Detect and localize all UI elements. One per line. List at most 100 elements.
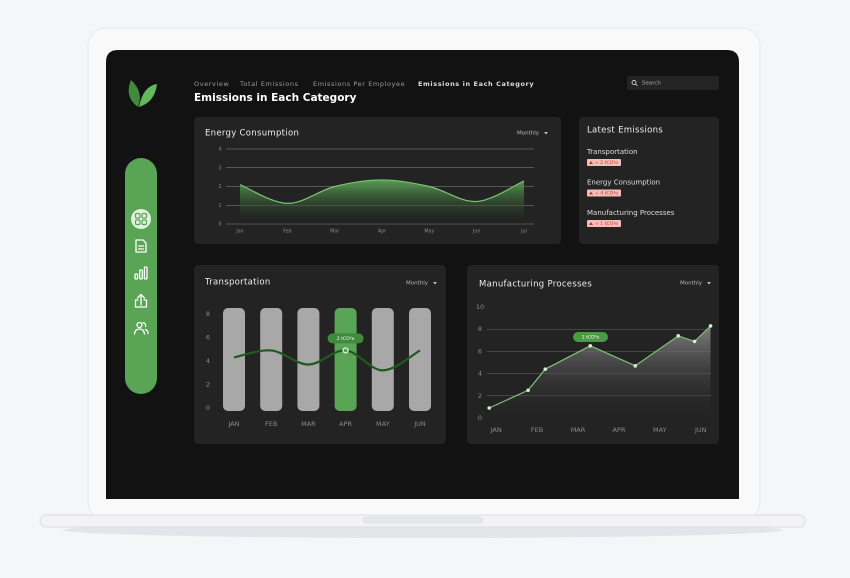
emission-change: + 2 tCO²e [595,160,618,166]
nav-link-active[interactable]: Emissions in Each Category [418,80,534,88]
emission-name: Manufacturing Processes [587,209,675,217]
emission-badge [587,189,621,197]
y-tick-label: 0 [218,222,221,228]
nav-icon-share[interactable] [134,293,148,308]
y-tick-label: 4 [478,370,482,378]
x-tick-label: FEB [265,420,277,428]
nav-icon-stats[interactable] [134,266,148,280]
dashboard-glyph [134,212,148,226]
y-tick-label: 10 [476,303,484,311]
sidebar [125,158,157,394]
x-tick-label: Mar [330,229,339,235]
column [223,308,245,411]
line [488,325,711,409]
card-title: Transportation [204,278,271,288]
emission-badge [587,159,621,166]
y-tick-label: 8 [206,310,210,318]
emission-name: Energy Consumption [587,179,660,187]
x-tick-label: MAR [571,426,586,434]
y-tick-label: 3 [218,165,221,171]
y-tick-label: 4 [206,357,210,365]
tooltip-label: 2 tCO²e [337,336,355,342]
x-tick-label: JUN [413,420,426,428]
breadcrumb: Overview Total Emissions Emissions Per E… [194,80,534,88]
y-tick-label: 1 [218,203,221,209]
y-tick-label: 2 [218,184,221,190]
caret [544,132,548,135]
card-title: Latest Emissions [587,126,663,136]
tooltip-label: 1 tCO²e [582,335,600,341]
x-tick-label: APR [339,420,352,428]
x-tick-label: MAY [376,420,390,428]
x-tick-label: MAY [653,426,667,434]
search-icon [635,83,638,87]
line [233,349,421,372]
point [676,334,681,338]
highlight-point [342,347,349,354]
search-icon [631,80,637,85]
nav-link[interactable]: Emissions Per Employee [313,80,405,88]
x-tick-label: Jun [472,229,481,235]
x-tick-label: May [424,229,434,235]
point [487,406,492,410]
card-title: Manufacturing Processes [479,280,592,290]
x-tick-label: JUN [694,426,707,434]
logo-leaf [139,84,157,107]
search-box[interactable] [627,76,719,90]
column [371,308,394,411]
period-dropdown[interactable]: Monthly [680,281,703,287]
x-tick-label: JAN [490,426,502,434]
emission-name: Transportation [586,148,638,156]
x-tick-label: Feb [283,229,292,235]
x-tick-label: Jan [235,229,243,235]
notch [362,516,484,524]
latest-list: Transportation + 2 tCO²e Energy Consumptio… [586,148,675,227]
nav-icon-report[interactable] [135,239,147,253]
tooltip [327,333,364,344]
y-tick-label: 0 [206,404,210,412]
y-tick-label: 6 [206,334,210,342]
nav-icon-dashboard[interactable] [131,209,151,229]
x-tick-label: Apr [378,229,386,235]
column-highlight [334,308,357,411]
badge-arrow [589,161,593,164]
badge-arrow [589,222,593,225]
column [297,308,320,411]
x-tick-label: JAN [227,420,239,428]
card-title: Energy Consumption [205,129,299,139]
x-tick-label: APR [612,426,625,434]
point [692,339,697,344]
column [409,308,431,411]
search-placeholder: Search [642,81,661,87]
column [260,308,283,411]
area [489,325,711,418]
y-tick-label: 0 [478,414,482,422]
point [588,344,593,348]
y-tick-label: 6 [478,347,482,355]
y-tick-label: 4 [218,147,221,153]
nav-icon-users[interactable] [133,321,149,335]
nav-link[interactable]: Overview [194,80,229,88]
page-title: Emissions in Each Category [194,92,357,104]
nav-link[interactable]: Total Emissions [239,80,299,88]
caret [433,282,437,285]
period-dropdown[interactable]: Monthly [406,281,429,287]
point [633,364,638,368]
point [708,324,713,328]
point [543,367,548,371]
badge-arrow [589,191,593,195]
line [239,179,525,204]
emission-change: + 4 tCO²e [595,191,618,197]
tooltip [573,332,608,342]
logo-leaf [128,80,140,107]
charts: 0 1 2 3 4 Jan Feb Mar Apr May Jun Jul 0 2 4 6 8 JAN FEB MAR… [206,147,713,434]
y-tick-label: 8 [478,325,482,333]
x-tick-label: FEB [531,426,543,434]
x-tick-label: MAR [301,420,316,428]
x-tick-label: Jul [520,229,527,235]
card-latest [579,117,719,244]
area [240,179,524,224]
emission-badge [587,220,621,227]
period-dropdown[interactable]: Monthly [517,131,540,137]
